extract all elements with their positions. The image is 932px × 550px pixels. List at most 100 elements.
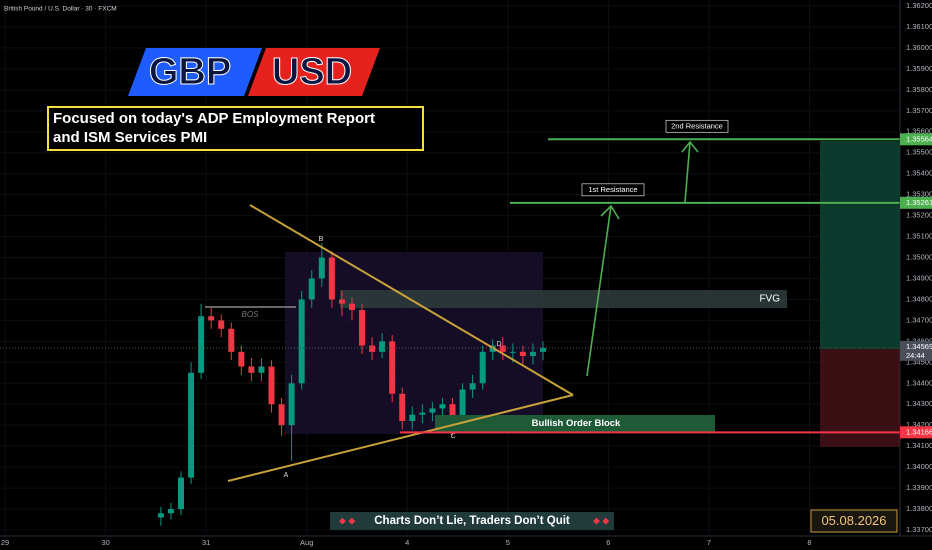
candle-body [238,351,245,367]
headline: Focused on today's ADP Employment Report [53,110,375,127]
logo-blue [128,48,262,96]
candle-body [399,393,406,422]
y-tick-label: 1.34100 [906,441,932,450]
levels: 2nd Resistance 1st Resistance [0,119,900,434]
candle-body [318,257,325,279]
candle-body [419,412,426,415]
candle-body [459,389,466,422]
date: 05.08.2026 [821,513,886,528]
x-tick-label: 4 [405,538,409,547]
price-tag-label: 1.35564 [906,134,932,143]
candle-body [268,366,275,405]
triangle-lower [227,394,574,482]
level-label-box [581,183,645,197]
triangle-upper [249,204,574,396]
candle-body [519,351,526,357]
candle-body [167,509,174,514]
y-tick-label: 1.34700 [906,315,932,324]
candle-body [208,316,215,321]
symbol-title: British Pound / U.S. Dollar · 30 · FXCM [4,6,117,13]
price-axis [900,0,932,550]
arrow [684,141,691,203]
candle-body [308,278,315,300]
last-price-tag [900,340,932,361]
fvg-zone [340,290,787,308]
target-zone [820,141,900,349]
candle-body [439,404,446,409]
x-tick-label: 29 [1,538,9,547]
y-tick-label: 1.35600 [906,127,932,136]
candle-body [429,408,436,413]
candle-body [499,345,506,352]
point-label: A [284,472,289,479]
logo-red [248,48,380,96]
x-tick-label: 6 [606,538,610,547]
countdown: 24:44 [906,351,925,360]
pattern-shade [285,252,543,434]
candle-body [338,299,345,304]
price-tag-label: 1.34166 [906,427,932,436]
y-tick-label: 1.35900 [906,64,932,73]
y-tick-label: 1.35800 [906,85,932,94]
y-tick-label: 1.34900 [906,273,932,282]
banner-text: Charts Don’t Lie, Traders Don’t Quit [374,515,570,527]
headline: and ISM Services PMI [53,129,207,146]
y-tick-label: 1.35400 [906,169,932,178]
candle-body [359,309,366,346]
x-tick-label: 30 [101,538,109,547]
arrows [586,140,699,377]
candle-body [288,383,295,426]
candle-body [379,341,386,352]
y-tick-label: 1.35700 [906,106,932,115]
candle-body [389,341,396,394]
y-tick-label: 1.34300 [906,399,932,408]
y-tick-label: 1.35500 [906,148,932,157]
x-tick-label: 7 [707,538,711,547]
y-tick-label: 1.33800 [906,504,932,513]
y-tick-label: 1.36100 [906,22,932,31]
candle-body [248,366,255,373]
headline-box [47,106,424,151]
candle-body [218,320,225,329]
y-tick-label: 1.34200 [906,420,932,429]
candle-body [298,299,305,384]
y-tick-label: 1.36000 [906,43,932,52]
last-price-label: 1.34569 [906,342,932,351]
date-box [810,509,898,533]
candle-body [348,303,355,310]
candle-body [369,345,376,352]
price-tag [900,426,932,439]
level-label-box [665,119,729,133]
banner-icon: ◆ ◆ [593,515,609,525]
candle-body [188,372,195,478]
candle-body [328,257,335,300]
candle-body [469,383,476,390]
level-label: 2nd Resistance [671,121,723,130]
y-tick-label: 1.35100 [906,232,932,241]
logo-text: GBP [149,51,231,93]
level-label: 1st Resistance [588,185,637,194]
candle-body [509,351,516,353]
candle-body [228,328,235,352]
y-tick-label: 1.34400 [906,378,932,387]
price-tag [900,196,932,209]
candle-body [178,477,185,510]
bos-label: BOS [242,310,260,319]
y-tick-label: 1.35200 [906,211,932,220]
point-label: C [450,433,455,440]
x-tick-label: 31 [202,538,210,547]
candle-body [540,347,547,352]
y-tick-label: 1.34000 [906,462,932,471]
banner-icon: ◆ ◆ [339,515,355,525]
y-tick-label: 1.35300 [906,190,932,199]
candle-body [157,513,164,518]
candles [157,242,547,526]
y-tick-label: 1.34600 [906,336,932,345]
stop-zone [820,349,900,447]
price-tag [900,133,932,146]
y-tick-label: 1.34800 [906,294,932,303]
y-tick-label: 1.35000 [906,253,932,262]
